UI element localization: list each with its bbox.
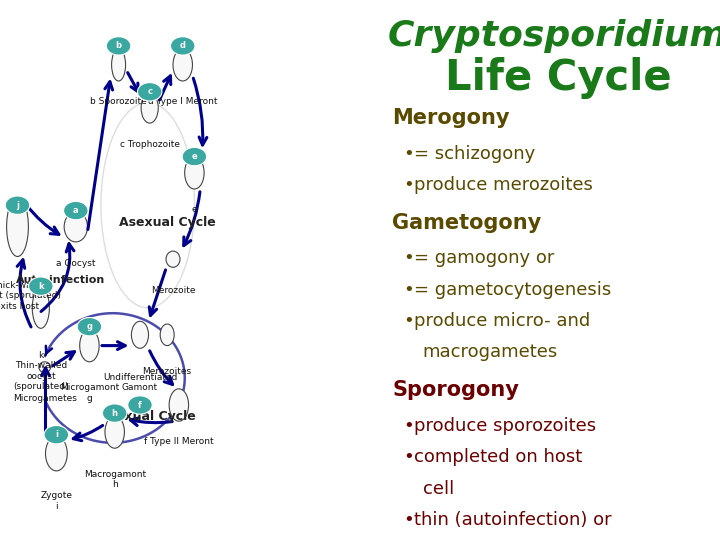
Ellipse shape (6, 197, 28, 256)
Text: Cryptosporidium: Cryptosporidium (388, 19, 720, 53)
Ellipse shape (64, 212, 88, 242)
Text: produce sporozoites: produce sporozoites (414, 417, 596, 435)
Ellipse shape (32, 287, 50, 328)
Text: j Thick-walled
oocyst (sporulated)
exits host: j Thick-walled oocyst (sporulated) exits… (0, 281, 61, 310)
Text: Sporogony: Sporogony (392, 380, 519, 400)
Text: Microgametes: Microgametes (13, 394, 76, 403)
Text: d Type I Meront: d Type I Meront (148, 97, 217, 106)
Circle shape (63, 201, 88, 220)
Ellipse shape (45, 436, 67, 471)
Text: = gamogony or: = gamogony or (414, 249, 554, 267)
Text: k
Thin-walled
oocyst
(sporulated): k Thin-walled oocyst (sporulated) (13, 351, 68, 391)
Ellipse shape (80, 329, 99, 362)
Text: •: • (403, 249, 414, 267)
Text: = gametocytogenesis: = gametocytogenesis (414, 281, 611, 299)
Circle shape (127, 396, 152, 414)
Ellipse shape (169, 389, 189, 421)
Text: b Sporozoite: b Sporozoite (90, 97, 147, 106)
Text: Merozoites: Merozoites (143, 367, 192, 376)
Ellipse shape (184, 157, 204, 189)
FancyBboxPatch shape (0, 0, 385, 540)
Ellipse shape (160, 324, 174, 346)
Text: Gametogony: Gametogony (392, 213, 541, 233)
Text: Sexual Cycle: Sexual Cycle (107, 410, 196, 423)
Ellipse shape (112, 49, 125, 81)
Text: macrogametes: macrogametes (423, 343, 558, 361)
Text: Life Cycle: Life Cycle (445, 57, 671, 99)
Text: Macrogamont
h: Macrogamont h (84, 470, 145, 489)
Circle shape (77, 318, 102, 336)
Circle shape (138, 83, 162, 101)
Circle shape (102, 404, 127, 422)
Circle shape (171, 37, 195, 55)
Ellipse shape (141, 93, 158, 123)
Text: •: • (403, 176, 414, 194)
Ellipse shape (39, 362, 50, 373)
Circle shape (107, 37, 131, 55)
Text: •: • (403, 312, 414, 330)
Text: Merozoite: Merozoite (150, 286, 195, 295)
Circle shape (44, 426, 68, 444)
Ellipse shape (173, 49, 192, 81)
Text: produce micro- and: produce micro- and (414, 312, 590, 330)
Text: completed on host: completed on host (414, 448, 582, 466)
Text: •: • (403, 417, 414, 435)
Ellipse shape (105, 416, 125, 448)
Text: c Trophozoite: c Trophozoite (120, 140, 180, 150)
Text: •: • (403, 145, 414, 163)
Text: j: j (16, 201, 19, 210)
Text: produce merozoites: produce merozoites (414, 176, 593, 194)
Text: = schizogony: = schizogony (414, 145, 535, 163)
Text: a: a (73, 206, 78, 215)
Text: f Type II Meront: f Type II Meront (144, 437, 214, 447)
Circle shape (5, 196, 30, 214)
Circle shape (29, 277, 53, 295)
Text: Asexual Cycle: Asexual Cycle (119, 216, 215, 229)
Text: •: • (403, 448, 414, 466)
Text: e: e (192, 205, 197, 214)
Text: thin (autoinfection) or: thin (autoinfection) or (414, 511, 611, 529)
Text: Undifferentiated
Gamont: Undifferentiated Gamont (103, 373, 177, 392)
Text: b: b (116, 42, 122, 50)
Text: Auto-infection: Auto-infection (16, 275, 105, 286)
Text: g: g (86, 322, 92, 331)
Text: e: e (192, 152, 197, 161)
Text: a Oocyst: a Oocyst (56, 259, 96, 268)
Text: •: • (403, 511, 414, 529)
Text: i: i (55, 430, 58, 439)
Text: Merogony: Merogony (392, 108, 510, 128)
Text: k: k (38, 282, 44, 291)
Text: Microgamont
g: Microgamont g (60, 383, 119, 403)
Text: •: • (403, 281, 414, 299)
Circle shape (182, 147, 207, 166)
Ellipse shape (166, 251, 180, 267)
Text: d: d (180, 42, 186, 50)
Text: Zygote
i: Zygote i (40, 491, 73, 511)
Text: h: h (112, 409, 117, 417)
Ellipse shape (132, 321, 148, 348)
Text: f: f (138, 401, 142, 409)
Text: cell: cell (423, 480, 454, 497)
Text: c: c (147, 87, 152, 96)
